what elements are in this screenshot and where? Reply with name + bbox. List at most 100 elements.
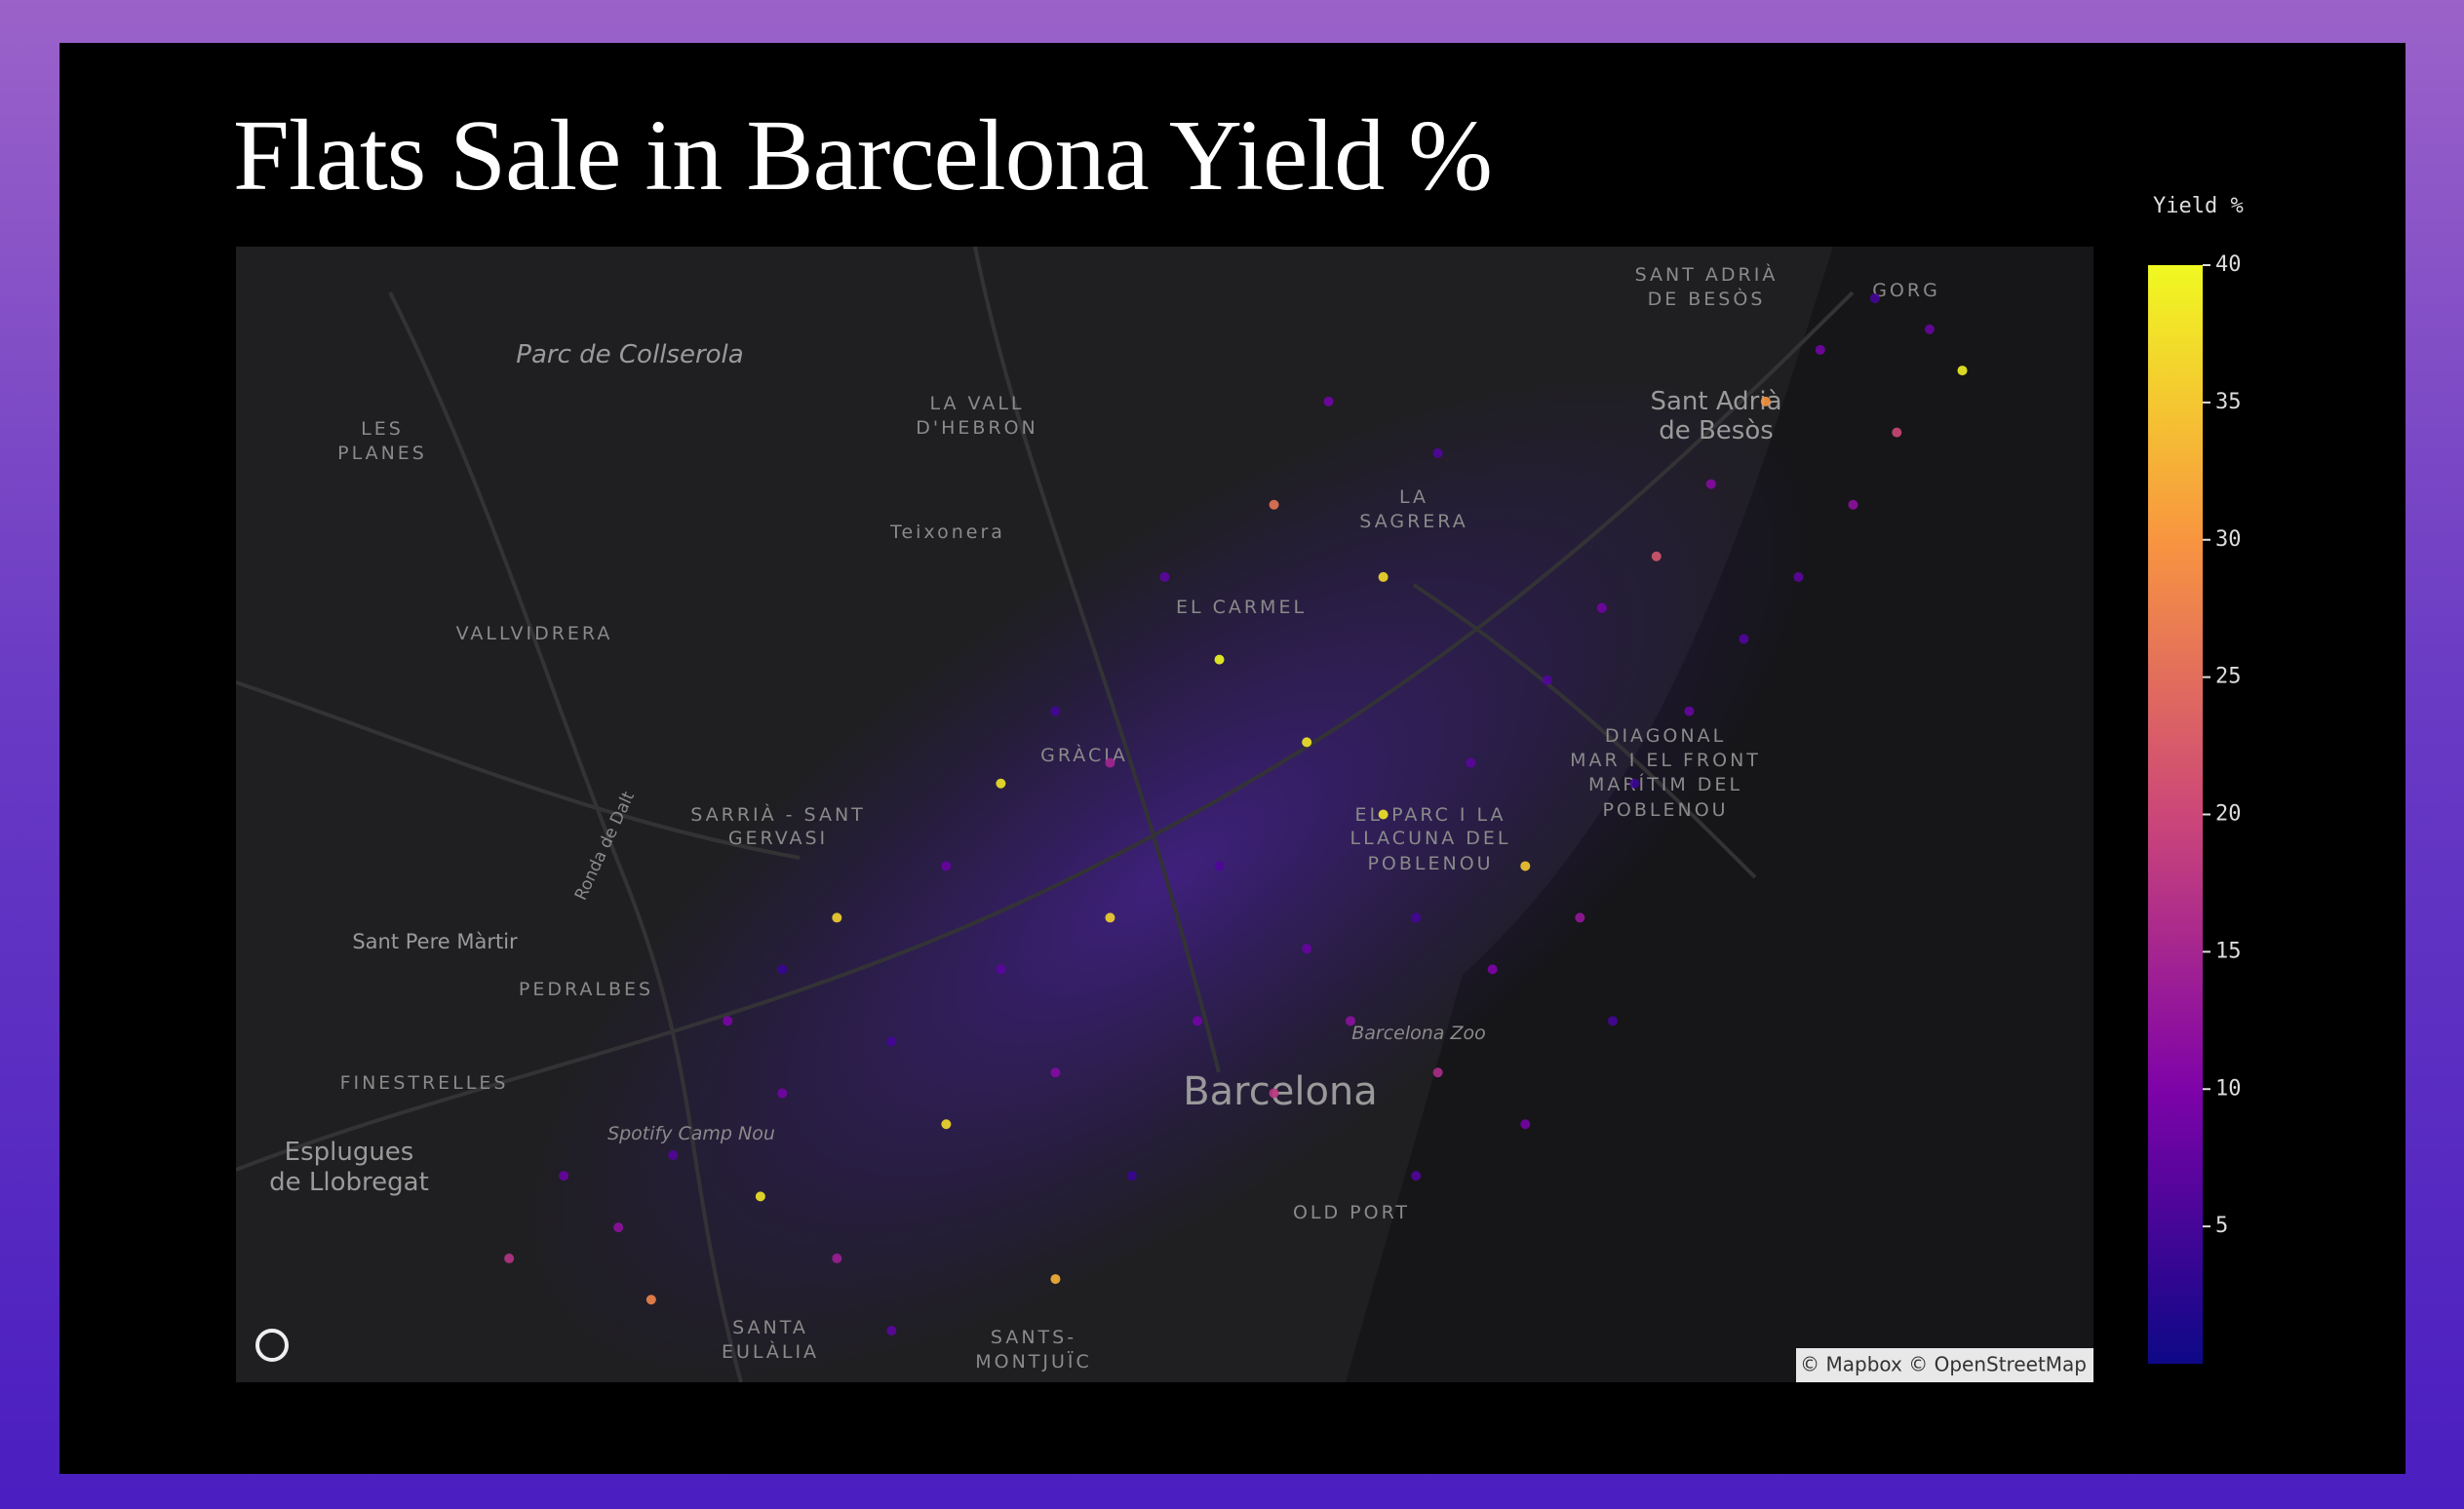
colorbar-tick-label: 25: [2215, 665, 2242, 689]
data-point: [996, 964, 1006, 975]
data-point: [1684, 706, 1695, 716]
data-point: [1105, 912, 1115, 923]
colorbar-tick-label: 10: [2215, 1076, 2242, 1101]
data-point: [1607, 1016, 1618, 1026]
mapbox-logo: [255, 1329, 289, 1362]
data-point: [645, 1295, 656, 1305]
data-point: [668, 1150, 679, 1160]
data-point: [886, 1036, 897, 1047]
data-point: [1705, 479, 1716, 489]
data-point: [1487, 964, 1498, 975]
data-point: [1542, 675, 1552, 685]
colorbar-ticks: 5 10 15 20 25 30 35 40: [2203, 252, 2242, 1238]
place-label: LLACUNA DEL: [1350, 828, 1511, 849]
place-label: DE BESÒS: [1648, 287, 1766, 310]
data-point: [996, 778, 1006, 789]
data-point: [1629, 778, 1640, 789]
colorbar-tick-label: 20: [2215, 802, 2242, 827]
place-label: de Besòs: [1659, 416, 1774, 445]
colorbar-tick-label: 15: [2215, 939, 2242, 963]
data-point: [723, 1016, 733, 1026]
data-point: [1323, 396, 1334, 406]
place-label: Spotify Camp Nou: [607, 1123, 775, 1144]
place-label: SAGRERA: [1359, 511, 1467, 532]
data-point: [1214, 654, 1225, 665]
sea: [1346, 247, 2093, 1382]
attribution-box: [1796, 1348, 2093, 1382]
data-point: [1520, 1119, 1531, 1130]
data-point: [1302, 944, 1312, 954]
place-label: EULÀLIA: [722, 1340, 819, 1363]
points: [504, 292, 1968, 1336]
colorbar-tick-label: 5: [2215, 1214, 2228, 1238]
place-label: LES: [361, 418, 404, 440]
data-point: [1411, 1171, 1422, 1181]
data-point: [1575, 912, 1585, 923]
data-point: [1050, 1274, 1061, 1285]
data-point: [1924, 324, 1935, 334]
place-label: GRÀCIA: [1040, 744, 1128, 766]
place-label: Sant Adrià: [1650, 387, 1781, 416]
place-label: Teixonera: [889, 522, 1005, 543]
place-label: OLD PORT: [1293, 1202, 1410, 1223]
data-point: [1432, 1067, 1443, 1078]
data-point: [777, 964, 788, 975]
data-point: [1892, 427, 1902, 438]
data-point: [755, 1191, 765, 1202]
data-point: [1869, 292, 1880, 303]
colorbar: [2148, 265, 2203, 1364]
place-label: D'HEBRON: [916, 417, 1038, 439]
map-base: Parc de Collserola LES PLANES LA VALL D'…: [236, 247, 2093, 1382]
place-label: MAR I EL FRONT: [1570, 750, 1761, 771]
place-label: GORG: [1872, 280, 1940, 301]
place-label: Sant Pere Màrtir: [352, 930, 518, 953]
slide-title: Flats Sale in Barcelona Yield %: [233, 99, 1493, 212]
data-point: [777, 1088, 788, 1099]
place-label: EL CARMEL: [1176, 597, 1307, 618]
density-glow: [522, 371, 1819, 1382]
place-label: LA: [1399, 486, 1428, 508]
place-labels: Parc de Collserola LES PLANES LA VALL D'…: [269, 263, 1940, 1373]
data-point: [832, 912, 842, 923]
place-label: de Llobregat: [269, 1168, 429, 1197]
place-label: PLANES: [337, 443, 427, 464]
place-label: SARRIÀ - SANT: [690, 803, 866, 826]
place-label: POBLENOU: [1367, 853, 1493, 874]
data-point: [1411, 912, 1422, 923]
place-label: LA VALL: [929, 393, 1024, 414]
data-point: [1760, 396, 1771, 406]
place-label: SANTA: [732, 1317, 808, 1338]
data-point: [1269, 1088, 1279, 1099]
data-point: [1432, 447, 1443, 458]
place-label: Barcelona Zoo: [1351, 1023, 1486, 1044]
data-point: [941, 1119, 952, 1130]
place-label: VALLVIDRERA: [456, 623, 613, 644]
place-label: GERVASI: [728, 828, 828, 849]
place-label: PEDRALBES: [519, 979, 653, 1000]
place-label: Parc de Collserola: [516, 340, 743, 369]
colorbar-tick-label: 40: [2215, 252, 2242, 277]
colorbar-tick-label: 30: [2215, 527, 2242, 552]
place-label: MONTJUÏC: [975, 1350, 1092, 1373]
data-point: [1193, 1016, 1203, 1026]
data-point: [1126, 1171, 1137, 1181]
place-label: SANT ADRIÀ: [1635, 263, 1779, 286]
place-label: DIAGONAL: [1605, 725, 1726, 747]
place-label: Esplugues: [285, 1138, 414, 1167]
data-point: [1739, 634, 1749, 644]
data-point: [1269, 499, 1279, 510]
data-point: [1378, 809, 1388, 820]
data-point: [1848, 499, 1858, 510]
colorbar-title: Yield %: [2153, 194, 2244, 218]
roads: [236, 247, 1855, 1382]
data-point: [1050, 1067, 1061, 1078]
place-label: FINESTRELLES: [340, 1072, 509, 1094]
data-point: [1466, 757, 1476, 768]
place-label: Barcelona: [1183, 1069, 1378, 1114]
data-point: [1159, 571, 1170, 582]
place-label: EL PARC I LA: [1354, 804, 1506, 826]
place-label: MARÍTIM DEL: [1588, 773, 1742, 795]
data-point: [1815, 344, 1825, 355]
